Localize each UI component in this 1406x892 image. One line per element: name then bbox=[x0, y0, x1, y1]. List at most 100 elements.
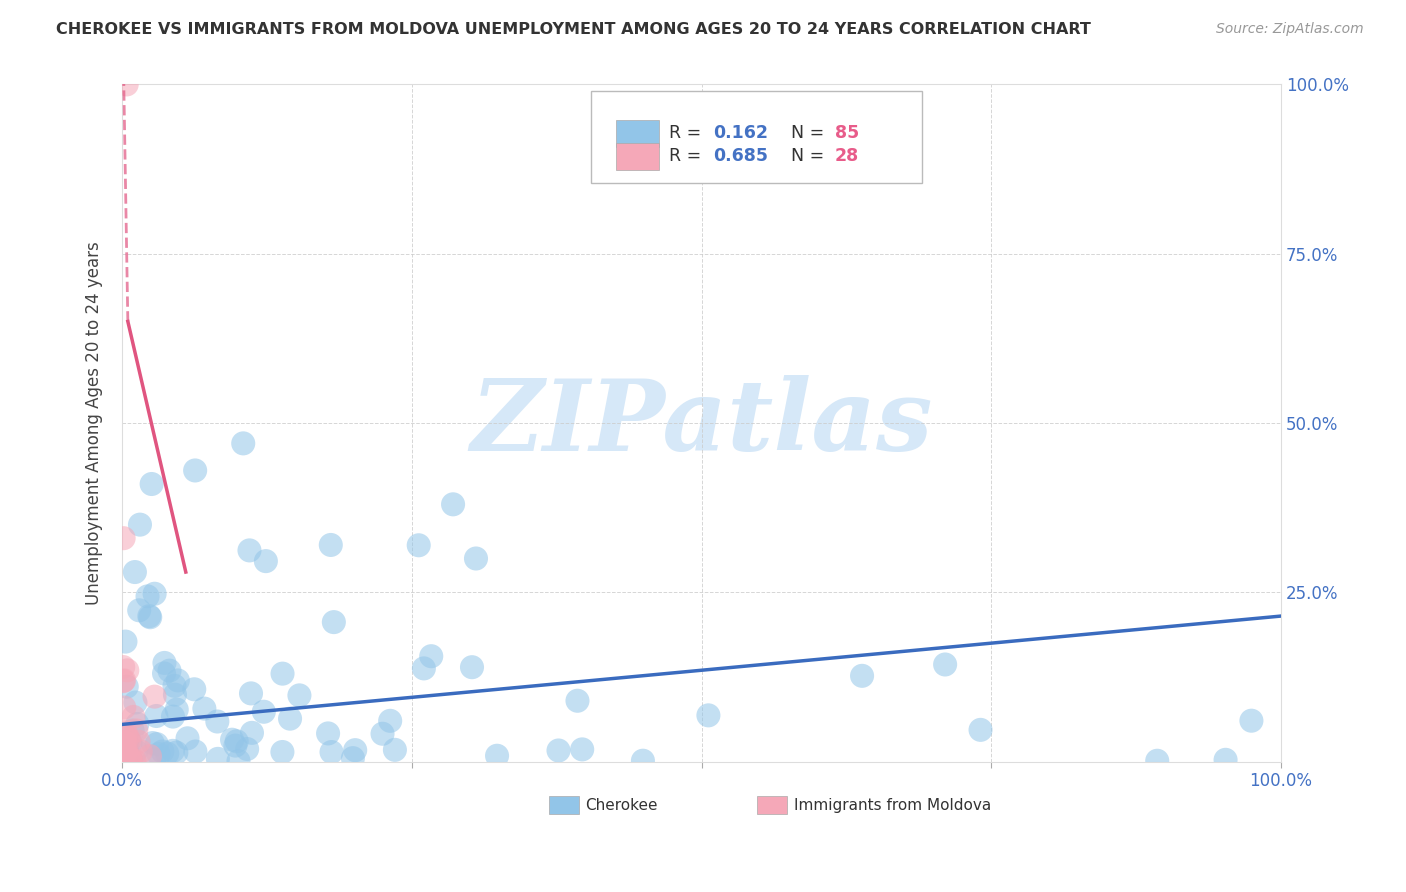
Point bbox=[163, 679, 186, 693]
Point bbox=[143, 690, 166, 704]
Point bbox=[316, 726, 339, 740]
Point bbox=[271, 666, 294, 681]
Point bbox=[128, 603, 150, 617]
Point bbox=[969, 723, 991, 737]
Point bbox=[934, 657, 956, 672]
FancyBboxPatch shape bbox=[616, 120, 658, 147]
Point bbox=[112, 660, 135, 674]
Point bbox=[118, 733, 141, 747]
Point bbox=[156, 747, 179, 761]
Point bbox=[115, 739, 138, 754]
Point bbox=[141, 477, 163, 491]
Point bbox=[183, 682, 205, 697]
Point bbox=[165, 746, 187, 760]
Point bbox=[420, 649, 443, 664]
Point bbox=[184, 463, 207, 477]
Point bbox=[136, 590, 159, 604]
Point bbox=[278, 712, 301, 726]
Point bbox=[567, 694, 589, 708]
Point bbox=[120, 736, 142, 750]
Point bbox=[288, 689, 311, 703]
Point bbox=[124, 565, 146, 579]
Point bbox=[236, 742, 259, 756]
Point bbox=[115, 745, 138, 759]
Point bbox=[138, 609, 160, 624]
Point bbox=[851, 669, 873, 683]
Point bbox=[153, 666, 176, 681]
Point bbox=[631, 754, 654, 768]
Point bbox=[128, 735, 150, 749]
Point bbox=[238, 543, 260, 558]
Point bbox=[112, 739, 135, 753]
Point bbox=[1240, 714, 1263, 728]
Point bbox=[125, 723, 148, 738]
Point bbox=[129, 745, 152, 759]
Point bbox=[240, 726, 263, 740]
Point bbox=[408, 538, 430, 552]
Point bbox=[193, 701, 215, 715]
Point bbox=[1215, 753, 1237, 767]
Point bbox=[115, 680, 138, 694]
Point bbox=[371, 727, 394, 741]
FancyBboxPatch shape bbox=[592, 91, 922, 183]
Point bbox=[115, 78, 138, 92]
Point bbox=[153, 656, 176, 670]
Text: 28: 28 bbox=[835, 146, 859, 164]
FancyBboxPatch shape bbox=[548, 797, 579, 814]
Point bbox=[221, 732, 243, 747]
Point bbox=[342, 751, 364, 765]
Point bbox=[184, 745, 207, 759]
Point bbox=[412, 661, 434, 675]
Point bbox=[380, 714, 402, 728]
Point bbox=[114, 725, 136, 739]
Point bbox=[117, 738, 139, 752]
Point bbox=[465, 551, 488, 566]
Point bbox=[122, 753, 145, 767]
Text: Source: ZipAtlas.com: Source: ZipAtlas.com bbox=[1216, 22, 1364, 37]
Point bbox=[697, 708, 720, 723]
Point bbox=[461, 660, 484, 674]
Point bbox=[114, 634, 136, 648]
Point bbox=[112, 531, 135, 545]
Point bbox=[152, 744, 174, 758]
Point bbox=[163, 688, 186, 702]
Text: N =: N = bbox=[790, 123, 830, 142]
Point bbox=[112, 749, 135, 764]
Point bbox=[143, 587, 166, 601]
Point bbox=[167, 673, 190, 688]
Point bbox=[117, 753, 139, 767]
Point bbox=[344, 743, 367, 757]
Point bbox=[145, 709, 167, 723]
Point bbox=[384, 743, 406, 757]
Text: Immigrants from Moldova: Immigrants from Moldova bbox=[794, 798, 991, 814]
Point bbox=[114, 729, 136, 743]
Point bbox=[129, 517, 152, 532]
Point bbox=[120, 752, 142, 766]
Point bbox=[120, 753, 142, 767]
Point bbox=[240, 686, 263, 700]
Point bbox=[125, 744, 148, 758]
Point bbox=[112, 751, 135, 765]
Point bbox=[112, 700, 135, 714]
Point bbox=[254, 554, 277, 568]
Point bbox=[148, 747, 170, 761]
Point bbox=[117, 664, 139, 678]
Text: 85: 85 bbox=[835, 123, 859, 142]
Point bbox=[321, 745, 343, 759]
Point bbox=[143, 753, 166, 767]
Text: N =: N = bbox=[790, 146, 830, 164]
Point bbox=[159, 664, 181, 678]
Text: CHEROKEE VS IMMIGRANTS FROM MOLDOVA UNEMPLOYMENT AMONG AGES 20 TO 24 YEARS CORRE: CHEROKEE VS IMMIGRANTS FROM MOLDOVA UNEM… bbox=[56, 22, 1091, 37]
Point bbox=[127, 717, 149, 731]
Point bbox=[121, 723, 143, 738]
Point bbox=[139, 610, 162, 624]
Text: R =: R = bbox=[669, 123, 707, 142]
FancyBboxPatch shape bbox=[616, 143, 658, 169]
Point bbox=[117, 731, 139, 745]
Point bbox=[486, 748, 509, 763]
Point bbox=[271, 745, 294, 759]
Point bbox=[232, 436, 254, 450]
Point bbox=[207, 714, 229, 729]
Point bbox=[253, 705, 276, 719]
Point bbox=[1146, 754, 1168, 768]
